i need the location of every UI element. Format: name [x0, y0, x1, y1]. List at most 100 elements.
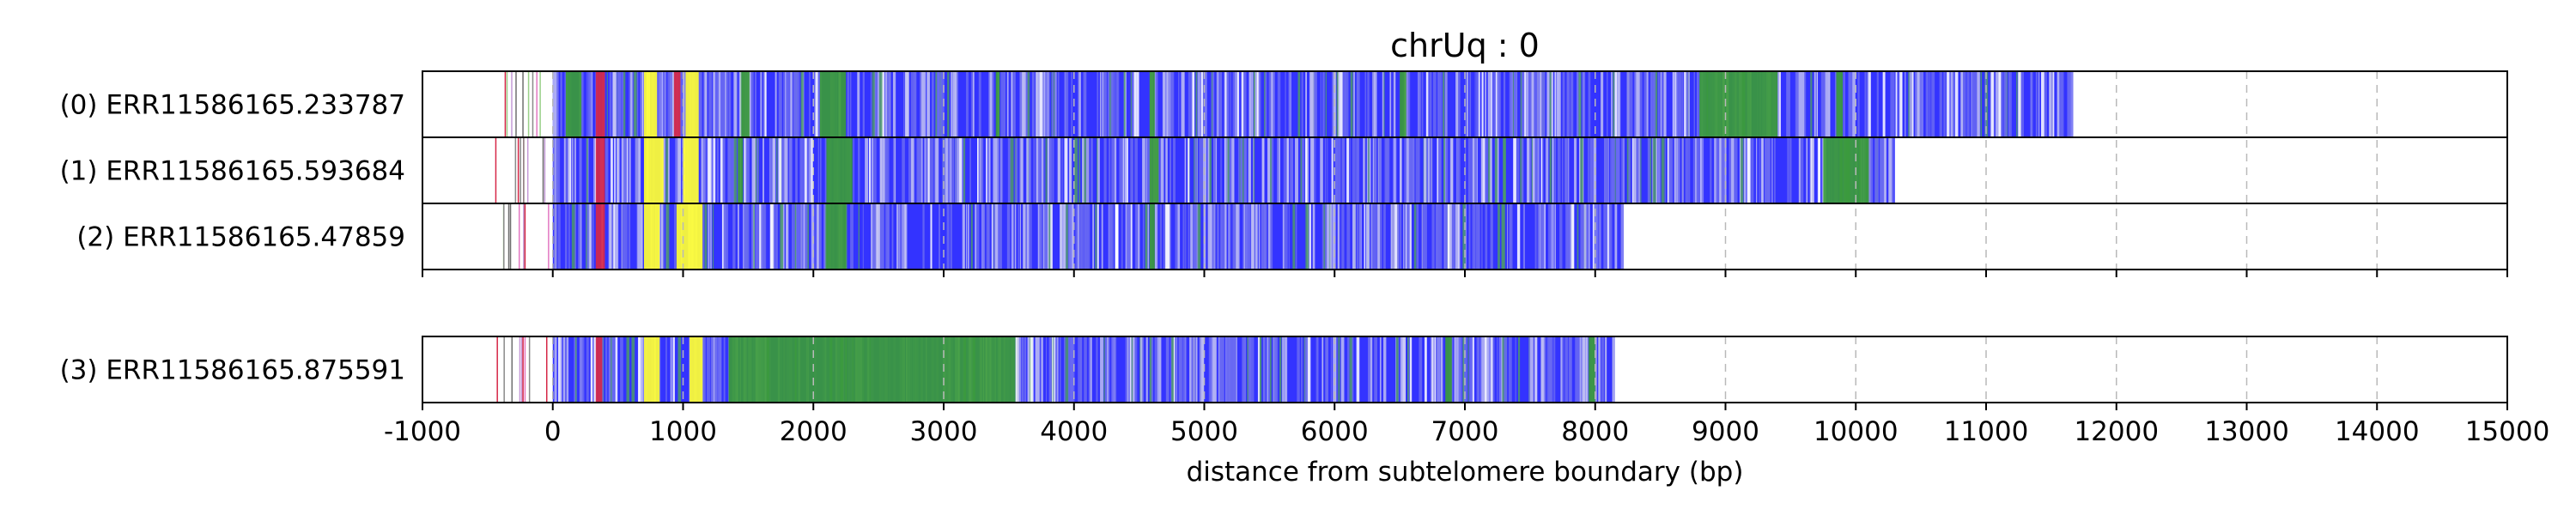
read-stripe — [1190, 203, 1193, 270]
read-stripe — [609, 203, 612, 270]
read-stripe — [1566, 203, 1571, 270]
read-stripe — [1680, 71, 1681, 137]
read-stripe — [1929, 71, 1931, 137]
read-stripe — [1437, 137, 1439, 203]
read-stripe — [1476, 71, 1479, 137]
read-stripe — [1273, 336, 1274, 403]
read-stripe — [1142, 137, 1145, 203]
read-stripe — [1469, 336, 1473, 403]
read-stripe — [1222, 336, 1224, 403]
read-stripe — [670, 336, 672, 403]
read-stripe — [1577, 203, 1579, 270]
read-stripe — [703, 71, 705, 137]
read-stripe — [1543, 71, 1545, 137]
read-stripe — [1379, 336, 1382, 403]
read-stripe — [714, 336, 718, 403]
read-stripe — [1262, 137, 1265, 203]
read-stripe — [902, 137, 905, 203]
read-stripe — [1501, 203, 1504, 270]
read-stripe — [1113, 336, 1117, 403]
read-stripe — [1656, 137, 1661, 203]
read-stripe — [920, 71, 925, 137]
read-stripe — [568, 137, 571, 203]
read-stripe — [1653, 137, 1657, 203]
read-stripe — [1277, 71, 1281, 137]
read-stripe — [1344, 71, 1346, 137]
read-segment — [1836, 71, 1844, 137]
read-stripe — [1474, 71, 1476, 137]
read-stripe — [1227, 71, 1230, 137]
read-stripe — [738, 71, 741, 137]
read-stripe — [634, 71, 637, 137]
read-stripe — [1513, 137, 1516, 203]
x-tick-label: -1000 — [384, 416, 461, 447]
read-stripe — [1225, 137, 1228, 203]
read-stripe — [725, 203, 729, 270]
read-stripe — [1138, 203, 1140, 270]
read-stripe — [1292, 203, 1296, 270]
read-stripe — [1000, 137, 1002, 203]
read-stripe — [578, 203, 581, 270]
read-stripe — [722, 137, 726, 203]
read-stripe — [898, 203, 900, 270]
read-stripe — [1364, 137, 1366, 203]
read-stripe — [1657, 71, 1660, 137]
read-stripe — [1374, 336, 1378, 403]
read-stripe — [1653, 71, 1656, 137]
read-stripe — [1314, 71, 1317, 137]
read-stripe — [1764, 137, 1768, 203]
read-stripe — [1109, 137, 1111, 203]
read-stripe — [811, 137, 812, 203]
read-stripe — [1373, 71, 1377, 137]
read-stripe — [1521, 137, 1524, 203]
read-stripe — [1536, 336, 1538, 403]
read-stripe — [1997, 71, 2002, 137]
read-stripe — [1111, 137, 1115, 203]
read-stripe — [611, 203, 613, 270]
read-stripe — [554, 336, 557, 403]
read-stripe — [1232, 71, 1236, 137]
read-stripe — [1028, 137, 1031, 203]
read-stripe — [1481, 71, 1484, 137]
read-stripe — [896, 203, 900, 270]
read-stripe — [588, 203, 592, 270]
read-stripe — [1267, 336, 1268, 403]
read-stripe — [1529, 336, 1534, 403]
read-label: (2) ERR11586165.47859 — [76, 222, 405, 253]
read-stripe — [1723, 137, 1727, 203]
read-stripe — [1395, 336, 1399, 403]
read-stripe — [1383, 203, 1386, 270]
read-stripe — [1980, 71, 1983, 137]
read-stripe — [1123, 71, 1126, 137]
read-stripe — [878, 71, 883, 137]
read-stripe — [1305, 203, 1309, 270]
read-stripe — [622, 71, 624, 137]
read-stripe — [1431, 203, 1435, 270]
read-stripe — [976, 203, 980, 270]
read-stripe — [1510, 71, 1513, 137]
read-stripe — [1134, 137, 1138, 203]
read-stripe — [1297, 71, 1301, 137]
read-stripe — [1685, 137, 1689, 203]
read-stripe — [1731, 137, 1734, 203]
read-stripe — [1103, 137, 1107, 203]
read-stripe — [1295, 137, 1298, 203]
read-stripe — [1582, 336, 1586, 403]
read-stripe — [872, 203, 876, 270]
read-stripe — [1728, 137, 1731, 203]
read-stripe — [1310, 137, 1314, 203]
read-stripe — [1194, 203, 1197, 270]
read-stripe — [1114, 71, 1116, 137]
read-stripe — [1185, 203, 1187, 270]
read-stripe — [862, 203, 864, 270]
read-stripe — [1620, 203, 1625, 270]
read-stripe — [660, 203, 664, 270]
read-stripe — [1585, 336, 1588, 403]
read-stripe — [877, 71, 880, 137]
read-stripe — [1443, 137, 1447, 203]
read-stripe — [637, 137, 641, 203]
upstream-mark — [519, 137, 521, 203]
read-stripe — [614, 137, 616, 203]
read-stripe — [939, 203, 941, 270]
read-stripe — [1110, 71, 1115, 137]
